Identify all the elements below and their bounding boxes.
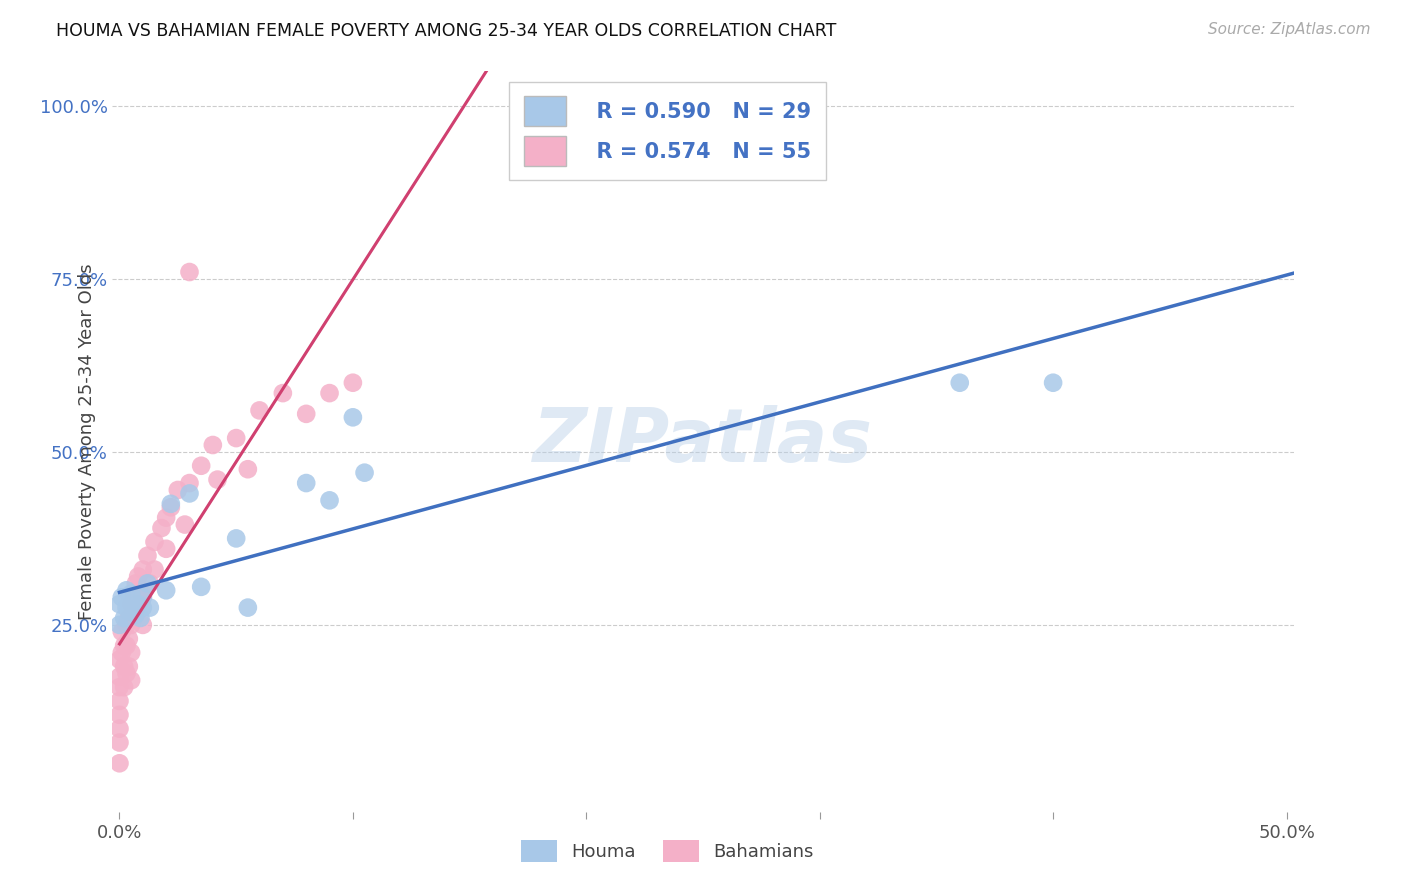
Point: [342, 376, 364, 390]
Point: [120, 587, 142, 601]
Text: ZIPatlas: ZIPatlas: [533, 405, 873, 478]
Point: [112, 611, 135, 625]
Point: [132, 600, 155, 615]
Point: [207, 473, 229, 487]
Point: [112, 680, 135, 694]
Point: [112, 659, 135, 673]
Point: [342, 410, 364, 425]
Point: [271, 386, 294, 401]
Legend: Houma, Bahamians: Houma, Bahamians: [513, 833, 821, 870]
Point: [160, 500, 183, 515]
Point: [318, 493, 340, 508]
Point: [120, 673, 142, 688]
Point: [111, 646, 134, 660]
Point: [201, 438, 224, 452]
Point: [127, 569, 149, 583]
Point: [115, 618, 138, 632]
Point: [179, 486, 201, 500]
Point: [225, 532, 247, 546]
Y-axis label: Female Poverty Among 25-34 Year Olds: Female Poverty Among 25-34 Year Olds: [77, 263, 96, 620]
Point: [160, 497, 183, 511]
Point: [108, 618, 131, 632]
Point: [190, 458, 212, 473]
Point: [125, 604, 148, 618]
Point: [122, 604, 145, 618]
Point: [108, 597, 131, 611]
Point: [115, 583, 138, 598]
Point: [1042, 376, 1064, 390]
Point: [120, 604, 142, 618]
Point: [129, 611, 152, 625]
Point: [108, 670, 131, 684]
Point: [120, 597, 142, 611]
Point: [127, 597, 149, 611]
Point: [112, 639, 135, 653]
Point: [115, 666, 138, 681]
Point: [295, 407, 318, 421]
Point: [166, 483, 188, 497]
Point: [118, 659, 141, 673]
Point: [118, 611, 141, 625]
Point: [236, 600, 259, 615]
Point: [125, 607, 148, 622]
Point: [155, 541, 177, 556]
Point: [111, 624, 134, 639]
Point: [143, 534, 166, 549]
Point: [236, 462, 259, 476]
Point: [136, 549, 159, 563]
Point: [150, 521, 173, 535]
Point: [155, 510, 177, 524]
Point: [225, 431, 247, 445]
Point: [125, 576, 148, 591]
Text: HOUMA VS BAHAMIAN FEMALE POVERTY AMONG 25-34 YEAR OLDS CORRELATION CHART: HOUMA VS BAHAMIAN FEMALE POVERTY AMONG 2…: [56, 22, 837, 40]
Point: [120, 618, 142, 632]
Point: [115, 600, 138, 615]
Point: [132, 618, 155, 632]
Point: [295, 476, 318, 491]
Point: [179, 476, 201, 491]
Point: [108, 707, 131, 722]
Point: [108, 680, 131, 694]
Point: [139, 576, 162, 591]
Point: [318, 386, 340, 401]
Point: [353, 466, 375, 480]
Point: [173, 517, 195, 532]
Point: [118, 604, 141, 618]
Point: [190, 580, 212, 594]
Point: [127, 597, 149, 611]
Point: [249, 403, 271, 417]
Point: [122, 611, 145, 625]
Point: [132, 591, 155, 605]
Point: [118, 632, 141, 646]
Point: [132, 563, 155, 577]
Point: [108, 694, 131, 708]
Point: [143, 563, 166, 577]
Point: [132, 591, 155, 605]
Point: [120, 646, 142, 660]
Point: [129, 587, 152, 601]
Point: [108, 652, 131, 666]
Point: [108, 735, 131, 749]
Point: [179, 265, 201, 279]
Point: [115, 639, 138, 653]
Point: [122, 587, 145, 601]
Point: [136, 576, 159, 591]
Point: [108, 722, 131, 736]
Point: [111, 591, 134, 605]
Point: [139, 600, 162, 615]
Point: [155, 583, 177, 598]
Point: [108, 756, 131, 771]
Point: [949, 376, 972, 390]
Text: Source: ZipAtlas.com: Source: ZipAtlas.com: [1208, 22, 1371, 37]
